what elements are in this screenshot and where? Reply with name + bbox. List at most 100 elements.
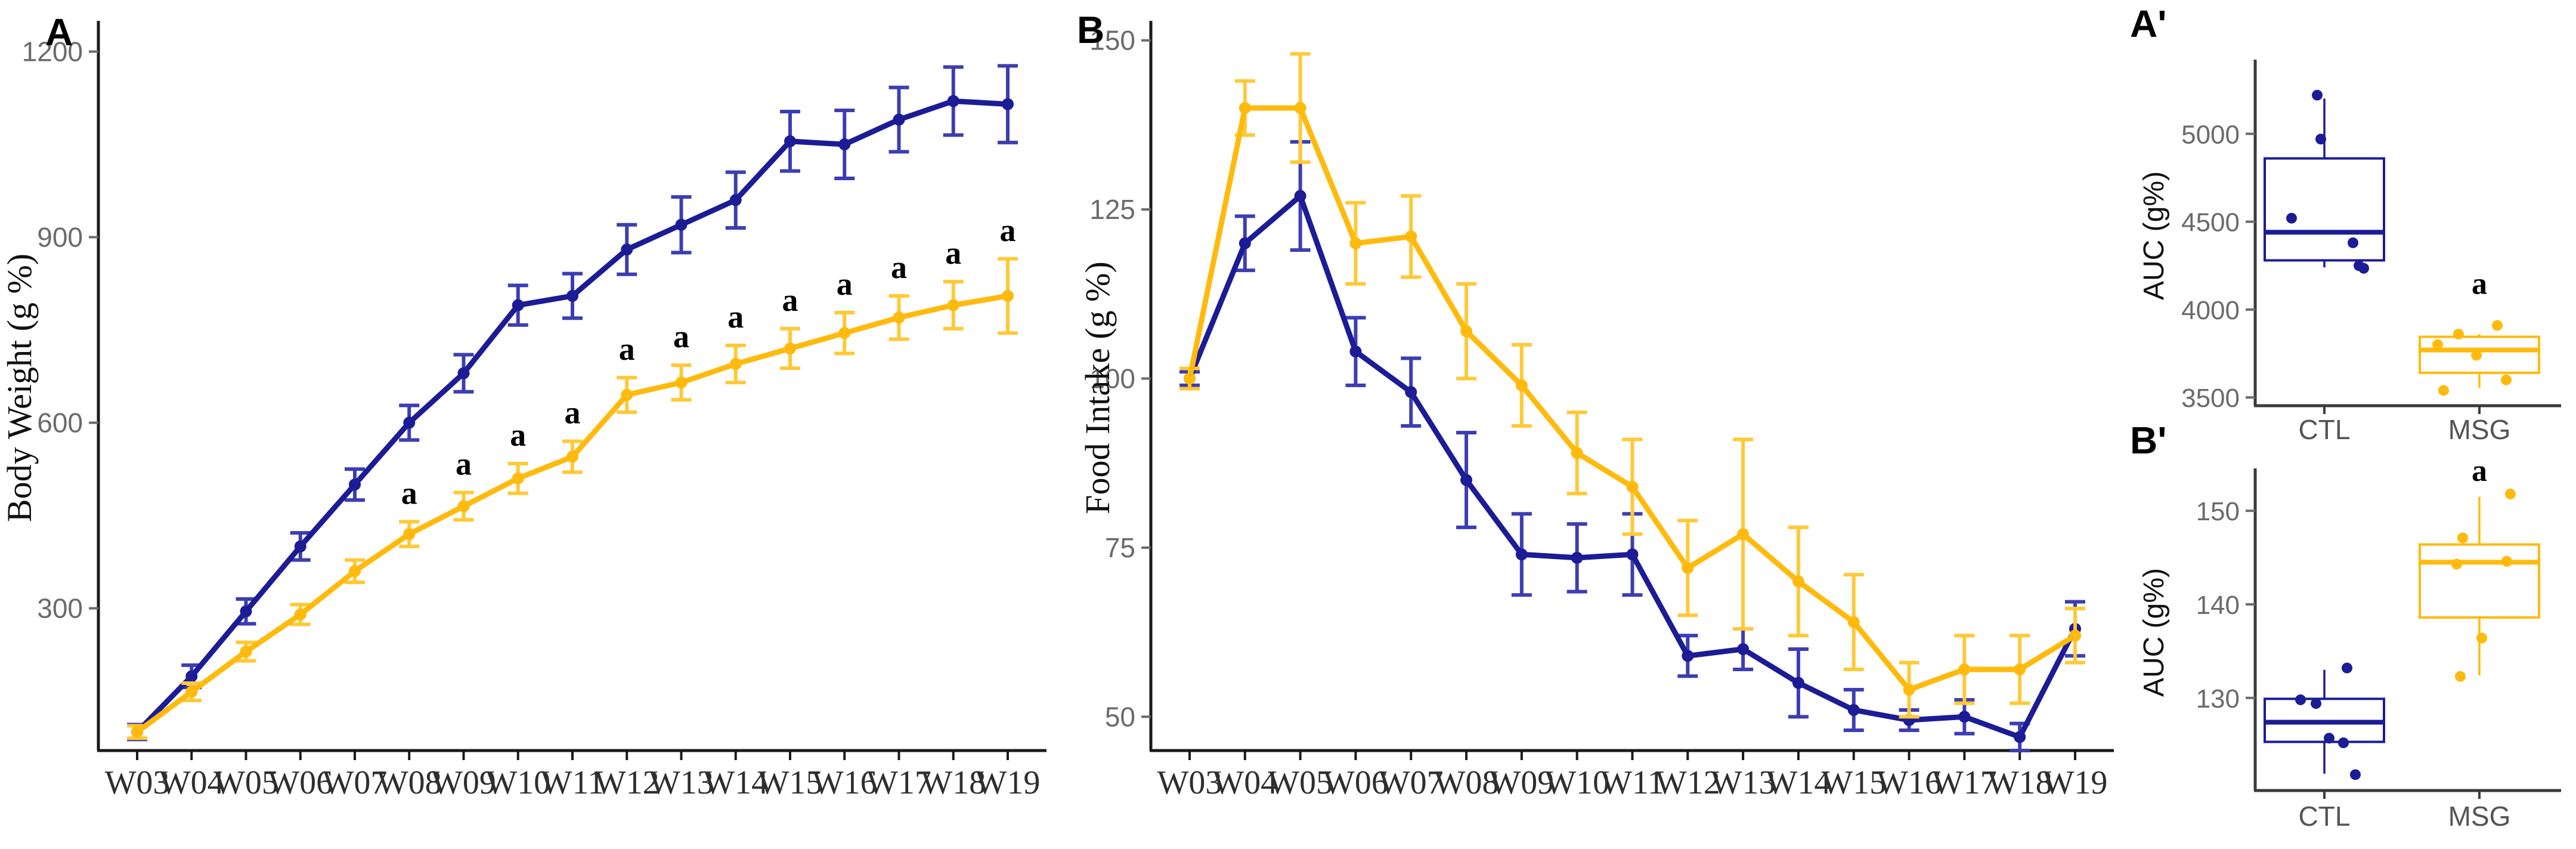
svg-text:W04: W04 — [159, 764, 224, 801]
svg-text:W05: W05 — [1268, 764, 1333, 801]
data-point — [893, 113, 905, 126]
svg-text:300: 300 — [37, 593, 83, 624]
data-point — [947, 95, 959, 107]
data-point — [1349, 345, 1362, 358]
data-point — [566, 289, 578, 302]
jitter-point — [2432, 339, 2443, 350]
jitter-point — [2350, 769, 2361, 780]
jitter-point — [2453, 329, 2464, 340]
data-point — [457, 367, 470, 379]
significance-annotation: a — [456, 446, 472, 482]
svg-text:W08: W08 — [1434, 764, 1499, 801]
box-ctl-A_prime: CTL — [2264, 89, 2385, 445]
panel-label-a-prime: A' — [2130, 2, 2167, 45]
category-label: MSG — [2448, 414, 2511, 445]
data-point — [1002, 289, 1014, 302]
box-msg-B_prime: MSG — [2419, 488, 2540, 832]
data-point — [729, 194, 742, 206]
svg-text:125: 125 — [1089, 194, 1135, 225]
data-point — [240, 605, 252, 618]
svg-text:W13: W13 — [649, 764, 714, 801]
jitter-point — [2286, 212, 2297, 224]
svg-text:W13: W13 — [1711, 764, 1776, 801]
svg-text:W19: W19 — [976, 764, 1041, 801]
data-point — [1460, 325, 1473, 338]
box-ctl-B_prime: CTL — [2264, 662, 2385, 832]
jitter-point — [2505, 488, 2516, 499]
jitter-point — [2501, 555, 2512, 567]
y-tick-labels: 130 140 150 — [2196, 497, 2255, 714]
significance-annotation: a — [619, 331, 635, 367]
x-tick-labels: W03W04W05W06W07W08W09W10W11W12W13W14W15W… — [105, 751, 1041, 801]
data-point — [457, 500, 470, 513]
svg-text:W16: W16 — [812, 764, 877, 801]
y-axis-title: AUC (g%) — [2138, 171, 2170, 300]
data-point — [240, 646, 252, 658]
data-point — [1405, 230, 1417, 243]
data-point — [947, 299, 959, 311]
jitter-point — [2476, 632, 2487, 644]
y-axis-title: Body Weight (g %) — [0, 254, 39, 522]
svg-text:W03: W03 — [1157, 764, 1222, 801]
jitter-point — [2324, 733, 2334, 744]
svg-text:150: 150 — [1089, 25, 1135, 56]
data-point — [1294, 102, 1306, 115]
svg-text:600: 600 — [37, 407, 83, 439]
data-point — [1349, 237, 1362, 249]
svg-text:W04: W04 — [1212, 764, 1277, 801]
category-label: MSG — [2448, 801, 2511, 832]
data-point — [566, 450, 578, 463]
box-iqr — [2264, 157, 2385, 262]
data-point — [349, 565, 361, 578]
data-point — [1682, 650, 1694, 662]
data-point — [2014, 663, 2026, 675]
jitter-point — [2295, 694, 2306, 705]
svg-text:W15: W15 — [758, 764, 823, 801]
data-point — [1626, 548, 1639, 561]
data-point — [784, 135, 796, 147]
svg-text:W14: W14 — [1766, 764, 1831, 801]
jitter-point — [2501, 374, 2512, 385]
data-point — [294, 608, 306, 620]
series-ctl-B — [1179, 140, 2085, 752]
data-point — [185, 670, 198, 683]
svg-text:150: 150 — [2196, 497, 2240, 526]
significance-annotation: a — [782, 282, 798, 318]
jitter-point — [2312, 89, 2323, 101]
data-point — [131, 725, 143, 738]
svg-text:900: 900 — [37, 221, 83, 252]
svg-text:W05: W05 — [213, 764, 278, 801]
significance-annotation: a — [837, 266, 853, 302]
data-point — [784, 342, 796, 355]
data-point — [675, 218, 688, 231]
series-msg-B — [1179, 52, 2085, 719]
box-iqr — [2419, 543, 2540, 619]
series-msg-A — [127, 257, 1018, 740]
data-point — [1847, 616, 1860, 628]
svg-text:50: 50 — [1105, 701, 1135, 732]
data-point — [838, 327, 851, 339]
jitter-point — [2348, 237, 2358, 248]
panel-label-b: B — [1077, 8, 1105, 51]
data-point — [1515, 379, 1528, 391]
data-point — [1682, 561, 1694, 574]
svg-text:W18: W18 — [1987, 764, 2052, 801]
svg-text:75: 75 — [1105, 532, 1135, 563]
data-point — [1184, 372, 1196, 385]
svg-text:4500: 4500 — [2181, 208, 2240, 237]
data-point — [294, 540, 306, 552]
jitter-point — [2455, 671, 2466, 682]
jitter-point — [2492, 320, 2503, 331]
significance-annotation: a — [2472, 267, 2487, 301]
y-axis-title: AUC (g%) — [2138, 568, 2170, 697]
y-tick-labels: 300 600 900 1200 — [22, 36, 98, 624]
significance-annotation: a — [673, 319, 689, 354]
series-ctl-A — [127, 64, 1018, 742]
box-msg-A_prime: MSG — [2419, 320, 2540, 445]
svg-text:W10: W10 — [1544, 764, 1609, 801]
data-point — [2014, 731, 2026, 743]
y-tick-labels: 3500 4000 4500 5000 — [2181, 120, 2255, 413]
svg-text:100: 100 — [1089, 363, 1135, 394]
